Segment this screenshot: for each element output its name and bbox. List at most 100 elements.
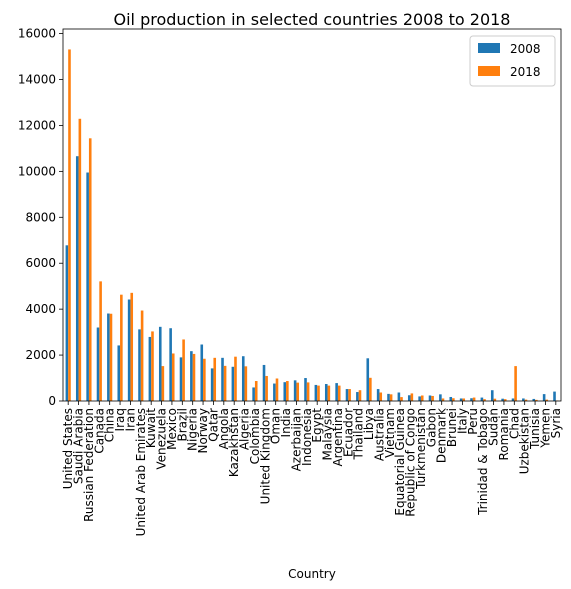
bar-2018-40 (483, 399, 486, 401)
x-tick-label: Vietnam (383, 408, 397, 458)
x-tick-label: Nigeria (186, 408, 200, 451)
legend-label-2018: 2018 (510, 65, 541, 79)
bar-2008-19 (262, 364, 266, 401)
bar-2008-5 (117, 345, 121, 401)
y-axis: 0 2000 4000 6000 8000 10000 12000 14000 16000 (18, 27, 63, 408)
bar-2008-9 (158, 326, 162, 401)
y-tick-label: 14000 (18, 73, 56, 87)
x-tick-label: Chad (507, 408, 521, 439)
bar-2018-30 (379, 392, 383, 401)
bar-2008-30 (376, 389, 380, 401)
bar-2018-39 (472, 397, 476, 401)
bar-2018-34 (420, 395, 424, 401)
x-tick-label: Iran (123, 408, 137, 431)
bar-2018-16 (234, 356, 237, 401)
legend-swatch-2008 (478, 43, 500, 53)
bar-2008-8 (148, 336, 152, 401)
bar-2008-0 (65, 245, 69, 401)
bar-2018-15 (223, 365, 227, 401)
bar-2018-26 (337, 385, 341, 401)
bar-2008-3 (96, 327, 100, 401)
x-tick-label: Tunisia (528, 408, 542, 450)
y-tick-label: 4000 (25, 302, 56, 316)
x-tick-label: Egypt (310, 408, 324, 443)
y-tick-label: 16000 (18, 27, 56, 41)
bar-2018-46 (545, 399, 549, 401)
bars-layer (65, 49, 559, 402)
x-tick-label: Oman (269, 408, 283, 444)
bar-2018-21 (286, 381, 289, 401)
bar-2008-11 (179, 357, 183, 401)
bar-2008-4 (107, 313, 110, 401)
x-tick-label: Libya (362, 408, 376, 440)
bar-2008-35 (428, 395, 432, 401)
x-tick-label: Kazakhstan (227, 408, 241, 477)
bar-2018-3 (99, 281, 102, 401)
bar-2008-39 (470, 398, 473, 401)
x-tick-label: Equatorial Guinea (393, 408, 407, 516)
x-tick-label: Ecuador (341, 408, 355, 457)
bar-2018-2 (88, 138, 92, 402)
x-tick-label: Syria (549, 408, 563, 438)
bar-2018-33 (410, 393, 414, 401)
bar-2008-12 (190, 351, 193, 401)
bar-2008-33 (407, 395, 411, 401)
legend-label-2008: 2008 (510, 42, 541, 56)
bar-2018-22 (296, 382, 300, 401)
bar-2018-42 (503, 399, 507, 401)
y-tick-label: 0 (48, 394, 56, 408)
bar-2008-34 (418, 396, 421, 401)
y-tick-label: 8000 (25, 210, 56, 224)
bar-2018-43 (514, 366, 517, 401)
x-tick-label: Brunei (445, 408, 459, 447)
bar-2018-25 (327, 385, 331, 401)
bar-2008-23 (304, 378, 307, 401)
bar-2018-31 (389, 394, 393, 401)
bar-2008-36 (439, 394, 442, 401)
x-tick-label: India (279, 408, 293, 437)
bar-2008-24 (314, 384, 318, 401)
bar-2008-20 (273, 383, 276, 401)
x-tick-label: Norway (196, 408, 210, 454)
bar-2008-21 (283, 382, 287, 401)
x-tick-label: Peru (466, 408, 480, 435)
x-axis-label: Country (288, 567, 336, 581)
bar-2008-41 (490, 390, 494, 401)
bar-2018-10 (171, 353, 175, 401)
bar-2008-13 (200, 344, 204, 401)
x-tick-label: China (103, 408, 117, 442)
plot-frame (62, 28, 562, 402)
x-tick-label: Gabon (424, 408, 438, 447)
bar-2018-29 (369, 377, 372, 401)
x-tick-label: Saudi Arabia (72, 408, 86, 484)
bar-2008-6 (127, 299, 131, 401)
bar-2008-10 (169, 328, 172, 401)
bar-2018-0 (68, 49, 71, 401)
x-tick-label: Kuwait (144, 408, 158, 448)
bar-2008-7 (138, 329, 141, 401)
bar-2018-28 (358, 390, 362, 401)
bar-2018-44 (524, 399, 528, 401)
bar-2018-41 (493, 398, 497, 401)
bar-2018-12 (192, 353, 196, 401)
x-tick-label: Italy (455, 408, 469, 434)
bar-2018-23 (306, 382, 310, 401)
bar-2008-1 (75, 156, 79, 401)
bar-2008-2 (86, 172, 89, 401)
y-tick-label: 12000 (18, 118, 56, 132)
bar-2008-32 (397, 392, 401, 401)
bar-2018-27 (348, 389, 351, 401)
x-tick-label: Republic of Congo (404, 408, 418, 517)
bar-2018-6 (130, 292, 134, 401)
x-tick-label: Venezuela (155, 408, 169, 470)
bar-2018-24 (317, 385, 320, 401)
bar-2018-14 (213, 357, 217, 401)
bar-2008-14 (210, 368, 214, 401)
bar-2018-37 (452, 398, 455, 401)
bar-2018-36 (441, 398, 445, 401)
bar-2018-32 (400, 397, 403, 401)
bar-2018-8 (151, 331, 154, 401)
x-tick-label: Brazil (175, 408, 189, 442)
